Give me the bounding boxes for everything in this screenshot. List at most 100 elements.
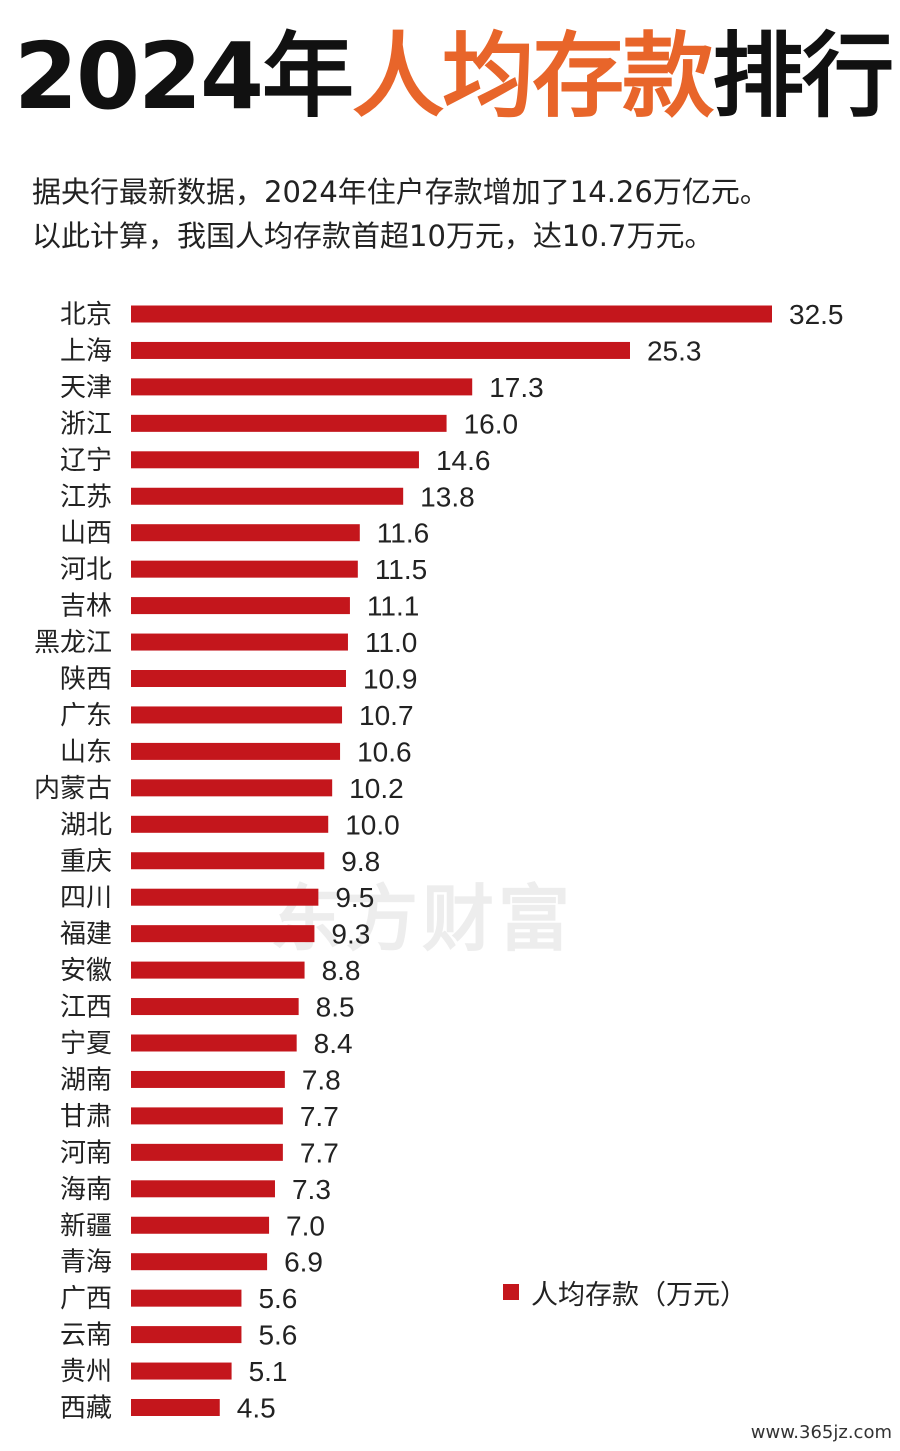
bar-row-27 — [131, 1289, 242, 1307]
legend-label: 人均存款（万元） — [531, 1279, 747, 1311]
bar-row-22 — [131, 1107, 283, 1125]
value-label-row-4: 14.6 — [436, 445, 491, 476]
category-label-row-10: 陕西 — [60, 665, 112, 695]
value-label-row-6: 11.6 — [377, 518, 429, 549]
category-label-row-28: 云南 — [60, 1321, 112, 1351]
bar-row-9 — [131, 633, 348, 651]
category-label-row-15: 重庆 — [60, 847, 112, 877]
bar-row-14 — [131, 815, 329, 833]
value-label-row-29: 5.1 — [249, 1356, 288, 1387]
value-label-row-24: 7.3 — [292, 1174, 331, 1205]
category-label-row-16: 四川 — [60, 883, 112, 913]
category-label-row-9: 黑龙江 — [34, 628, 112, 658]
category-label-row-17: 福建 — [60, 920, 112, 950]
value-label-row-12: 10.6 — [357, 736, 412, 767]
title-highlight: 人均存款 — [352, 23, 714, 130]
site-url: www.365jz.com — [750, 1422, 892, 1443]
category-label-row-26: 青海 — [60, 1248, 112, 1278]
subtitle-line-2: 以此计算，我国人均存款首超10万元，达10.7万元。 — [32, 219, 714, 253]
bar-row-8 — [131, 597, 350, 615]
bar-row-26 — [131, 1253, 268, 1271]
bar-row-10 — [131, 670, 346, 687]
bar-row-13 — [131, 779, 333, 797]
title-suffix: 排行 — [712, 23, 894, 130]
category-label-row-18: 安徽 — [60, 956, 112, 986]
category-label-row-4: 辽宁 — [60, 446, 112, 476]
value-label-row-17: 9.3 — [331, 919, 370, 950]
bar-row-20 — [131, 1034, 297, 1052]
value-label-row-15: 9.8 — [341, 846, 380, 877]
chart-legend: 人均存款（万元） — [503, 1272, 747, 1312]
category-label-row-30: 西藏 — [60, 1394, 112, 1424]
bar-row-19 — [131, 998, 299, 1016]
value-label-row-28: 5.6 — [258, 1320, 297, 1351]
category-label-row-21: 湖南 — [60, 1065, 112, 1095]
title-prefix: 2024年 — [14, 23, 354, 130]
category-label-row-23: 河南 — [60, 1138, 112, 1168]
category-label-row-29: 贵州 — [60, 1357, 112, 1387]
bar-row-29 — [131, 1362, 232, 1380]
category-label-row-13: 内蒙古 — [34, 774, 112, 804]
category-label-row-27: 广西 — [60, 1284, 112, 1314]
category-label-row-14: 湖北 — [60, 810, 112, 840]
category-label-row-0: 北京 — [60, 300, 112, 330]
bar-row-16 — [131, 888, 319, 906]
value-label-row-2: 17.3 — [489, 372, 544, 403]
watermark: 东方财富 — [270, 877, 575, 961]
subtitle-line-1: 据央行最新数据，2024年住户存款增加了14.26万亿元。 — [32, 175, 769, 209]
value-label-row-10: 10.9 — [363, 664, 418, 695]
category-label-row-19: 江西 — [60, 993, 112, 1023]
value-label-row-0: 32.5 — [789, 299, 844, 330]
bar-row-18 — [131, 961, 305, 979]
category-label-row-6: 山西 — [60, 519, 112, 549]
value-label-row-7: 11.5 — [375, 554, 427, 585]
bar-row-6 — [131, 524, 360, 542]
value-label-row-8: 11.1 — [367, 591, 419, 622]
bar-row-15 — [131, 852, 325, 870]
value-label-row-14: 10.0 — [345, 809, 400, 840]
value-label-row-13: 10.2 — [349, 773, 404, 804]
value-label-row-30: 4.5 — [237, 1393, 276, 1424]
legend-swatch — [503, 1284, 519, 1300]
category-label-row-7: 河北 — [60, 555, 112, 585]
bar-row-7 — [131, 560, 358, 578]
bar-row-5 — [131, 487, 404, 505]
category-label-row-5: 江苏 — [60, 482, 112, 512]
bar-row-24 — [131, 1180, 275, 1198]
bar-row-30 — [131, 1399, 220, 1416]
value-label-row-16: 9.5 — [335, 882, 374, 913]
value-label-row-21: 7.8 — [302, 1064, 341, 1095]
value-label-row-26: 6.9 — [284, 1247, 323, 1278]
value-label-row-23: 7.7 — [300, 1137, 339, 1168]
value-label-row-18: 8.8 — [322, 955, 361, 986]
category-label-row-2: 天津 — [60, 373, 112, 403]
value-label-row-9: 11.0 — [365, 627, 417, 658]
category-label-row-8: 吉林 — [60, 592, 112, 622]
bar-row-12 — [131, 742, 341, 760]
category-label-row-20: 宁夏 — [60, 1029, 112, 1059]
bar-row-11 — [131, 706, 343, 724]
value-label-row-1: 25.3 — [647, 335, 702, 366]
value-label-row-5: 13.8 — [420, 481, 475, 512]
category-label-row-1: 上海 — [60, 336, 112, 366]
bar-row-2 — [131, 378, 473, 396]
page-title: 2024年人均存款排行 — [14, 22, 894, 132]
bar-row-4 — [131, 451, 419, 469]
category-label-row-24: 海南 — [60, 1175, 112, 1205]
value-label-row-27: 5.6 — [258, 1283, 297, 1314]
bar-row-1 — [131, 341, 630, 359]
category-label-row-3: 浙江 — [60, 409, 112, 439]
bar-row-23 — [131, 1143, 283, 1161]
value-label-row-20: 8.4 — [314, 1028, 353, 1059]
value-label-row-3: 16.0 — [464, 408, 518, 439]
value-label-row-22: 7.7 — [300, 1101, 339, 1132]
value-label-row-25: 7.0 — [286, 1210, 325, 1241]
bar-row-21 — [131, 1070, 285, 1088]
bar-row-3 — [131, 414, 447, 432]
bar-row-25 — [131, 1216, 270, 1234]
category-label-row-11: 广东 — [60, 701, 112, 731]
bar-row-28 — [131, 1326, 242, 1344]
category-label-row-22: 甘肃 — [60, 1102, 112, 1132]
bar-row-17 — [131, 925, 315, 943]
